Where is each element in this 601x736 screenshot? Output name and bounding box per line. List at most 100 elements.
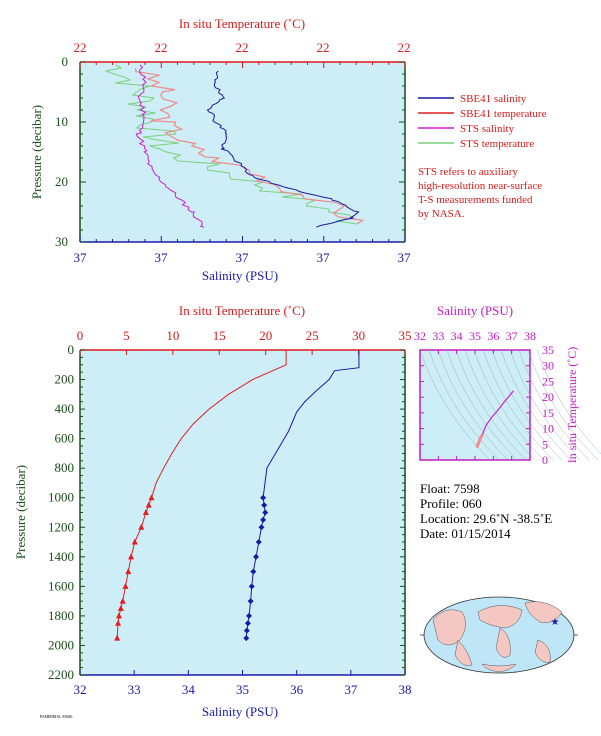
ts-temp-tick-label: 5 — [542, 437, 548, 451]
ts-sal-tick-label: 32 — [414, 329, 426, 343]
ts-density-contour — [419, 349, 491, 461]
ts-sal-tick-label: 38 — [524, 329, 536, 343]
salinity-point — [246, 612, 252, 619]
main-temp-tick-label: 5 — [123, 328, 130, 343]
main-temp-axis-title: In situ Temperature (˚C) — [179, 303, 305, 318]
main-sal-tick-label: 32 — [74, 682, 87, 697]
main-pressure-tick-label: 1800 — [48, 608, 74, 623]
main-sal-tick-label: 36 — [290, 682, 304, 697]
main-panel: 32 33 34 35 36 37 38 0 5 10 15 20 25 30 35 0 200 400 600 80… — [13, 303, 412, 719]
legend-note-line-1: STS refers to auxiliary — [418, 166, 518, 178]
ts-temp-tick-label: 25 — [542, 374, 554, 388]
ts-density-contour — [536, 349, 601, 455]
top-sal-axis-title: Salinity (PSU) — [202, 268, 278, 283]
legend-label-sbe41-salinity: SBE41 salinity — [460, 93, 527, 105]
ts-temp-tick-label: 15 — [542, 406, 554, 420]
main-sal-tick-label: 34 — [182, 682, 196, 697]
ts-temp-tick-label: 0 — [542, 453, 548, 467]
main-sal-tick-label: 37 — [344, 682, 358, 697]
sbe41-temperature-line — [134, 67, 365, 225]
footer-code: PSMB0MAL 83686 — [40, 714, 72, 719]
main-temp-tick-label: 20 — [259, 328, 272, 343]
main-temp-tick-label: 15 — [213, 328, 226, 343]
main-temp-tick-label: 30 — [352, 328, 365, 343]
ts-sal-tick-label: 36 — [487, 329, 499, 343]
top-temp-tick-3: 22 — [236, 40, 249, 55]
main-temp-tick-label: 35 — [399, 328, 412, 343]
salinity-point — [250, 568, 257, 575]
top-plot-area — [80, 62, 405, 242]
main-temp-tick-label: 0 — [77, 328, 84, 343]
salinity-point — [243, 635, 250, 642]
main-temp-tick-label: 25 — [306, 328, 319, 343]
ts-density-contour — [428, 349, 500, 461]
temperature-point — [142, 509, 149, 515]
ts-density-contour — [509, 349, 581, 461]
ts-sal-tick-label: 34 — [451, 329, 463, 343]
ts-density-contour — [446, 349, 518, 461]
ts-temp-tick-label: 35 — [542, 343, 554, 357]
main-pressure-tick-label: 800 — [55, 460, 75, 475]
temperature-point — [145, 501, 152, 508]
salinity-point — [247, 598, 254, 605]
top-sal-tick-1: 37 — [74, 250, 88, 265]
salinity-point — [255, 539, 262, 546]
temperature-point — [122, 582, 129, 589]
ts-sal-tick-label: 33 — [432, 329, 444, 343]
salinity-point — [261, 502, 268, 509]
top-pressure-axis-title: Pressure (decibar) — [29, 105, 44, 199]
salinity-point — [243, 627, 250, 634]
sbe41-salinity-line — [206, 70, 360, 228]
ts-plot-area — [419, 349, 531, 461]
float-location-star-icon: ★ — [551, 617, 560, 628]
ts-sal-tick-label: 37 — [506, 329, 518, 343]
ts-density-contour — [491, 349, 563, 461]
temperature-point — [114, 634, 121, 641]
legend-note-line-4: by NASA. — [418, 208, 465, 220]
main-plot-area — [80, 350, 405, 675]
top-pressure-tick-10: 10 — [55, 114, 68, 129]
salinity-point — [260, 494, 267, 501]
ts-temp-tick-label: 20 — [542, 390, 554, 404]
legend: SBE41 salinity SBE41 temperature STS sal… — [418, 93, 547, 220]
temperature-point — [115, 619, 122, 626]
salinity-point — [248, 583, 255, 590]
main-pressure-tick-label: 600 — [55, 431, 75, 446]
temperature-point — [117, 605, 124, 612]
salinity-point — [244, 620, 251, 627]
top-sal-tick-3: 37 — [236, 250, 250, 265]
main-pressure-tick-label: 1600 — [48, 578, 74, 593]
salinity-point — [260, 516, 267, 523]
top-temp-tick-2: 22 — [155, 40, 168, 55]
top-temp-tick-5: 22 — [398, 40, 411, 55]
main-sal-tick-label: 33 — [128, 682, 141, 697]
info-profile: Profile: 060 — [420, 496, 482, 511]
main-temp-tick-label: 10 — [166, 328, 179, 343]
top-panel: In situ Temperature (˚C) Salinity (PSU) … — [29, 16, 411, 283]
info-location: Location: 29.6˚N -38.5˚E — [420, 511, 552, 526]
ts-density-contour — [527, 349, 599, 461]
float-info: Float: 7598 Profile: 060 Location: 29.6˚… — [420, 481, 552, 541]
ts-deep-profile-segment — [475, 434, 484, 448]
sts-temperature-line — [104, 64, 357, 225]
ts-sal-tick-label: 35 — [469, 329, 481, 343]
temperature-point — [119, 597, 126, 604]
salinity-point — [253, 553, 260, 560]
legend-note-line-2: high-resolution near-surface — [418, 180, 542, 192]
ts-density-contour — [518, 349, 590, 461]
top-pressure-tick-30: 30 — [55, 234, 68, 249]
sts-salinity-line — [135, 64, 205, 228]
legend-label-sts-salinity: STS salinity — [460, 123, 515, 135]
legend-label-sts-temperature: STS temperature — [460, 138, 534, 150]
main-pressure-tick-label: 200 — [55, 372, 75, 387]
main-sal-axis-title: Salinity (PSU) — [202, 704, 278, 719]
ts-density-contour — [455, 349, 527, 461]
world-map: ★ — [420, 596, 578, 674]
top-temp-axis-title: In situ Temperature (˚C) — [179, 16, 305, 31]
temperature-point — [131, 538, 138, 545]
main-pressure-axis-title: Pressure (decibar) — [13, 465, 28, 559]
main-pressure-tick-label: 2200 — [48, 667, 74, 682]
top-sal-tick-4: 37 — [317, 250, 331, 265]
